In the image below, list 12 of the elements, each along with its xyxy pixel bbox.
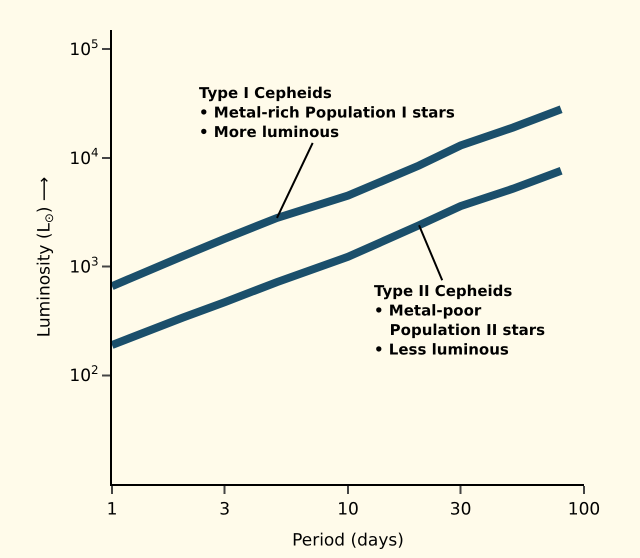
x-tick-label: 10 — [337, 499, 359, 520]
x-tick-label: 30 — [450, 499, 472, 520]
y-tick-label: 10$^{5}$ — [69, 36, 99, 60]
x-axis-title: Period (days) — [292, 530, 404, 550]
y-tick-label: 10$^{4}$ — [69, 146, 99, 169]
x-tick-label: 1 — [106, 499, 118, 520]
annotation: Type I Cepheids • Metal-rich Population I stars • More luminous — [199, 84, 455, 141]
annotation: Type II Cepheids • Metal-poor Population II stars • Less luminous — [374, 282, 546, 358]
x-tick-label: 3 — [219, 499, 230, 520]
y-tick-label: 10$^{2}$ — [69, 363, 99, 386]
y-tick-label: 10$^{3}$ — [69, 254, 99, 278]
x-tick-label: 100 — [568, 499, 600, 520]
